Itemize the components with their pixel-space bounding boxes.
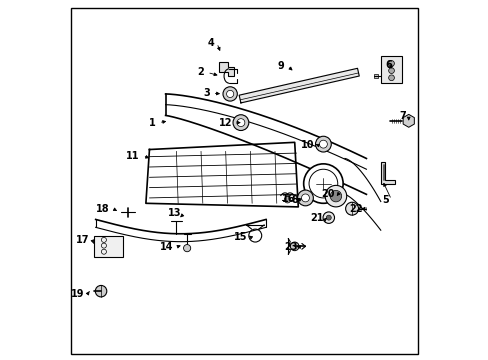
Circle shape [315, 136, 330, 152]
Circle shape [183, 244, 190, 252]
Text: 21: 21 [309, 213, 323, 223]
Text: 22: 22 [348, 204, 362, 214]
Polygon shape [219, 62, 233, 76]
Circle shape [388, 75, 394, 81]
Circle shape [325, 185, 346, 207]
Text: 3: 3 [203, 88, 209, 98]
Circle shape [388, 60, 394, 66]
Circle shape [329, 190, 341, 202]
Polygon shape [239, 68, 359, 103]
Circle shape [388, 68, 394, 73]
Circle shape [323, 212, 334, 224]
Text: 16: 16 [282, 194, 295, 204]
Bar [380, 56, 402, 83]
Circle shape [303, 164, 343, 203]
Circle shape [237, 119, 244, 127]
Text: 9: 9 [277, 61, 284, 71]
Text: 4: 4 [207, 38, 214, 48]
Circle shape [290, 242, 298, 251]
Text: 2: 2 [197, 67, 204, 77]
Text: 1: 1 [149, 118, 156, 128]
Text: 7: 7 [398, 111, 405, 121]
Text: 15: 15 [233, 232, 247, 242]
Circle shape [223, 87, 237, 101]
Text: 20: 20 [321, 189, 335, 199]
Text: 10: 10 [300, 140, 314, 150]
Bar [94, 235, 122, 257]
Circle shape [226, 90, 233, 98]
Text: 17: 17 [76, 235, 89, 245]
Polygon shape [380, 162, 394, 184]
Text: 18: 18 [96, 204, 110, 214]
Text: 14: 14 [160, 242, 173, 252]
Circle shape [297, 190, 313, 206]
Circle shape [301, 194, 309, 202]
Text: 5: 5 [381, 195, 388, 205]
Circle shape [95, 285, 106, 297]
Text: 12: 12 [219, 118, 232, 128]
Circle shape [284, 197, 290, 203]
Text: 23: 23 [284, 242, 297, 252]
Text: 8: 8 [291, 195, 298, 205]
Text: 19: 19 [71, 289, 85, 299]
Circle shape [319, 140, 326, 148]
Circle shape [233, 115, 248, 131]
Text: 13: 13 [168, 208, 182, 218]
Text: 6: 6 [385, 60, 392, 70]
Circle shape [325, 215, 330, 220]
Bar [373, 74, 377, 78]
Circle shape [345, 202, 358, 215]
Text: 11: 11 [126, 150, 140, 161]
